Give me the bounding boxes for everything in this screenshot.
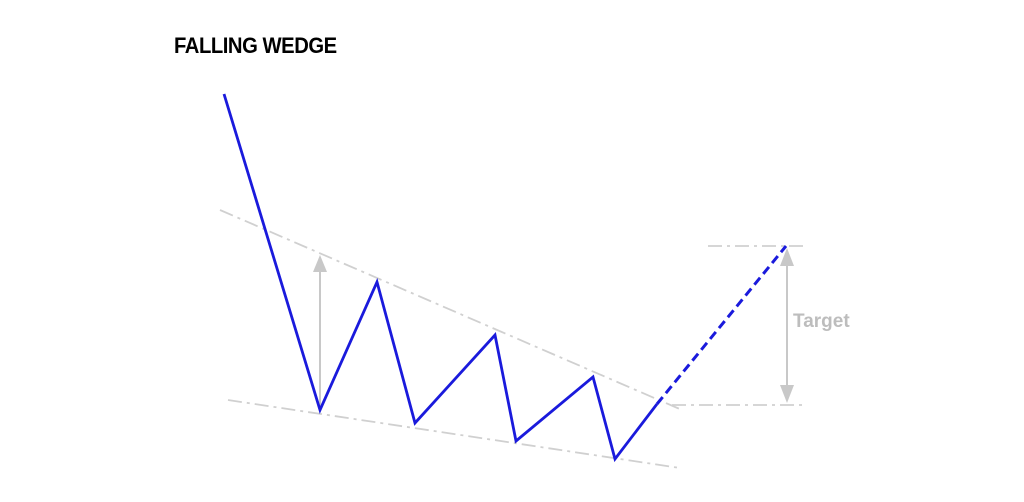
target-arrowhead-up xyxy=(780,248,794,266)
target-arrowhead-down xyxy=(780,385,794,403)
breakout-projection xyxy=(655,245,788,405)
price-path xyxy=(222,93,659,463)
target-label: Target xyxy=(793,311,850,332)
lower-trendline xyxy=(227,399,681,469)
upper-trendline xyxy=(219,209,683,411)
pattern-title: FALLING WEDGE xyxy=(174,33,337,58)
wedge-height-arrowhead xyxy=(313,255,327,272)
